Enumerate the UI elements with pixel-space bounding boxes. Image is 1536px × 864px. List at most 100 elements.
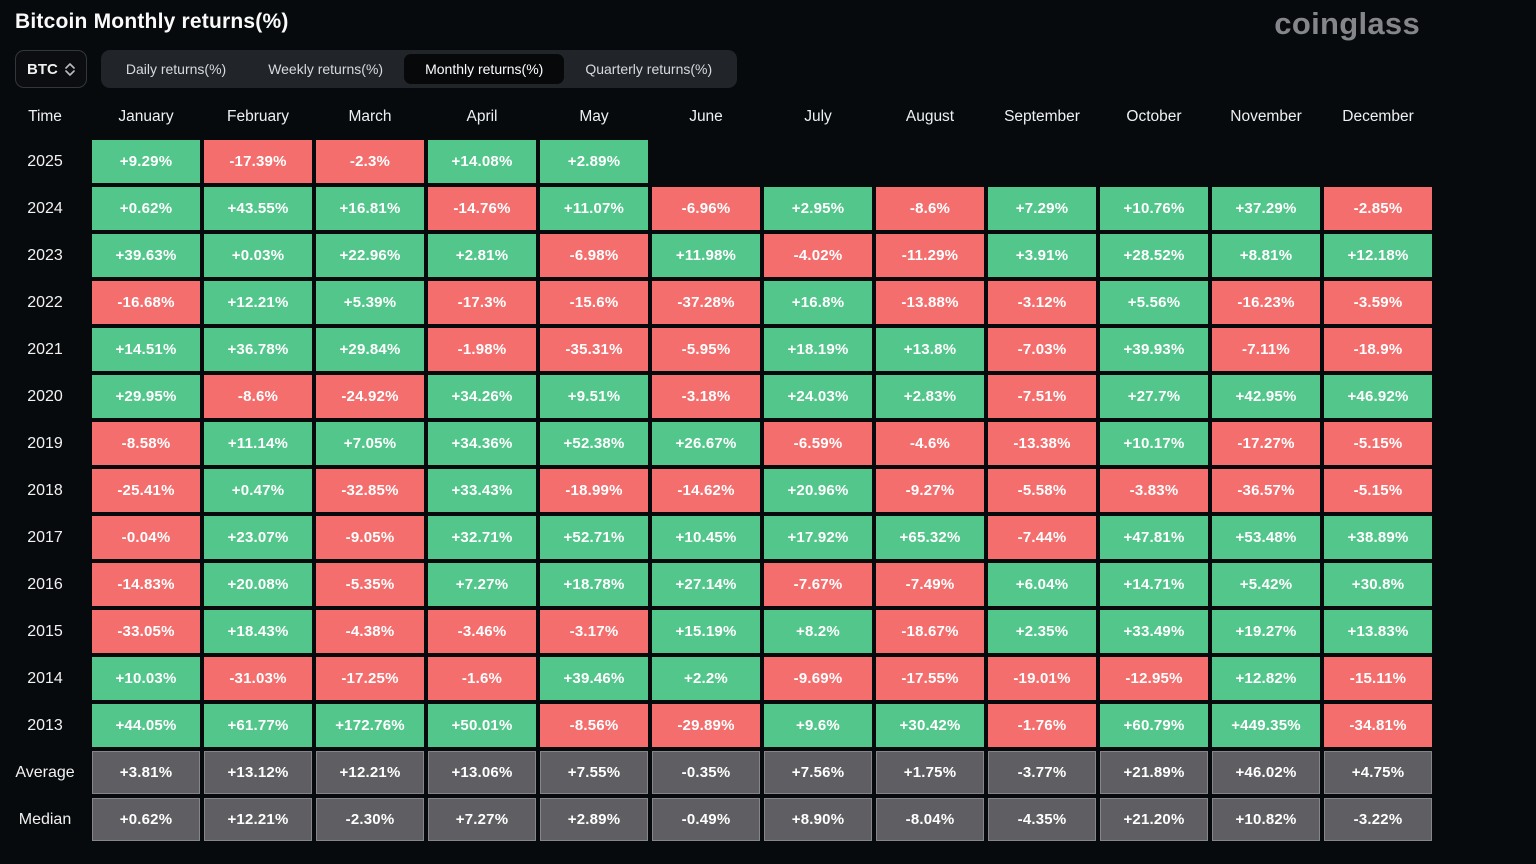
return-value: +10.17% bbox=[1100, 422, 1208, 465]
return-cell: +8.81% bbox=[1210, 232, 1322, 279]
return-value: -1.98% bbox=[428, 328, 536, 371]
return-value: +39.93% bbox=[1100, 328, 1208, 371]
return-cell: +46.92% bbox=[1322, 373, 1434, 420]
tab-monthly-returns[interactable]: Monthly returns(%) bbox=[404, 53, 565, 85]
return-value: +60.79% bbox=[1100, 704, 1208, 747]
return-cell: +65.32% bbox=[874, 514, 986, 561]
return-cell: -9.05% bbox=[314, 514, 426, 561]
return-value: +21.89% bbox=[1100, 751, 1208, 794]
return-value: +9.6% bbox=[764, 704, 872, 747]
return-value: -1.76% bbox=[988, 704, 1096, 747]
return-cell: +7.27% bbox=[426, 561, 538, 608]
return-cell: +9.29% bbox=[90, 138, 202, 185]
tab-daily-returns[interactable]: Daily returns(%) bbox=[125, 60, 227, 77]
return-cell: +27.7% bbox=[1098, 373, 1210, 420]
return-cell: +0.47% bbox=[202, 467, 314, 514]
return-value: +39.46% bbox=[540, 657, 648, 700]
return-cell: +13.12% bbox=[202, 749, 314, 796]
return-cell: +2.89% bbox=[538, 796, 650, 843]
return-cell: -18.99% bbox=[538, 467, 650, 514]
return-value: +14.71% bbox=[1100, 563, 1208, 606]
return-cell: +12.21% bbox=[314, 749, 426, 796]
top-bar: Bitcoin Monthly returns(%) coinglass bbox=[0, 0, 1536, 39]
return-cell: +12.21% bbox=[202, 796, 314, 843]
return-value: -3.17% bbox=[540, 610, 648, 653]
return-cell: -3.77% bbox=[986, 749, 1098, 796]
row-label-2021: 2021 bbox=[27, 340, 63, 358]
return-cell bbox=[762, 138, 874, 185]
return-cell: +13.83% bbox=[1322, 608, 1434, 655]
return-value: +8.90% bbox=[764, 798, 872, 841]
return-value: -5.15% bbox=[1324, 422, 1432, 465]
return-cell: -12.95% bbox=[1098, 655, 1210, 702]
tab-quarterly-returns[interactable]: Quarterly returns(%) bbox=[585, 60, 713, 77]
return-value: -5.58% bbox=[988, 469, 1096, 512]
return-cell: +16.81% bbox=[314, 185, 426, 232]
column-header-august: August bbox=[905, 107, 955, 125]
return-value: -35.31% bbox=[540, 328, 648, 371]
return-value: +7.29% bbox=[988, 187, 1096, 230]
return-value: -37.28% bbox=[652, 281, 760, 324]
return-value: +7.56% bbox=[764, 751, 872, 794]
column-header-october: October bbox=[1126, 107, 1182, 125]
return-value: -24.92% bbox=[316, 375, 424, 418]
return-cell: -17.27% bbox=[1210, 420, 1322, 467]
return-value: -13.38% bbox=[988, 422, 1096, 465]
return-value: +34.26% bbox=[428, 375, 536, 418]
return-value: +23.07% bbox=[204, 516, 312, 559]
return-cell: -7.03% bbox=[986, 326, 1098, 373]
return-value: +19.27% bbox=[1212, 610, 1320, 653]
return-cell: -7.67% bbox=[762, 561, 874, 608]
return-value: -2.3% bbox=[316, 140, 424, 183]
return-value: +7.27% bbox=[428, 563, 536, 606]
return-value: -7.44% bbox=[988, 516, 1096, 559]
return-value: -15.6% bbox=[540, 281, 648, 324]
symbol-select[interactable]: BTC bbox=[15, 50, 87, 88]
return-value: +13.83% bbox=[1324, 610, 1432, 653]
return-cell: +39.63% bbox=[90, 232, 202, 279]
return-cell: -5.58% bbox=[986, 467, 1098, 514]
return-cell: +39.46% bbox=[538, 655, 650, 702]
return-cell: -37.28% bbox=[650, 279, 762, 326]
return-value: -11.29% bbox=[876, 234, 984, 277]
return-cell: -3.59% bbox=[1322, 279, 1434, 326]
return-cell: +2.2% bbox=[650, 655, 762, 702]
return-cell: -17.39% bbox=[202, 138, 314, 185]
return-value: +5.39% bbox=[316, 281, 424, 324]
return-value: +27.14% bbox=[652, 563, 760, 606]
return-cell: +23.07% bbox=[202, 514, 314, 561]
return-cell: -16.23% bbox=[1210, 279, 1322, 326]
return-cell: +24.03% bbox=[762, 373, 874, 420]
return-value: +52.38% bbox=[540, 422, 648, 465]
return-value: +52.71% bbox=[540, 516, 648, 559]
return-cell: +18.78% bbox=[538, 561, 650, 608]
return-value: +24.03% bbox=[764, 375, 872, 418]
return-value: -17.55% bbox=[876, 657, 984, 700]
return-value: -31.03% bbox=[204, 657, 312, 700]
return-value: -7.03% bbox=[988, 328, 1096, 371]
row-label-average: Average bbox=[15, 763, 75, 781]
return-value: -3.46% bbox=[428, 610, 536, 653]
column-header-time: Time bbox=[28, 107, 62, 125]
tab-weekly-returns[interactable]: Weekly returns(%) bbox=[268, 60, 384, 77]
column-header-december: December bbox=[1342, 107, 1414, 125]
monthly-returns-table: Time January February March April May June July… bbox=[0, 95, 1536, 843]
return-cell: -16.68% bbox=[90, 279, 202, 326]
return-value: +7.05% bbox=[316, 422, 424, 465]
return-value: -32.85% bbox=[316, 469, 424, 512]
return-value: +14.08% bbox=[428, 140, 536, 183]
return-value: +0.47% bbox=[204, 469, 312, 512]
return-cell: -7.11% bbox=[1210, 326, 1322, 373]
return-cell: +10.03% bbox=[90, 655, 202, 702]
return-cell: +8.2% bbox=[762, 608, 874, 655]
updown-chevron-icon bbox=[65, 62, 75, 76]
return-cell: +34.26% bbox=[426, 373, 538, 420]
return-value: -7.67% bbox=[764, 563, 872, 606]
return-value: -7.51% bbox=[988, 375, 1096, 418]
return-cell: +52.38% bbox=[538, 420, 650, 467]
return-cell: -2.85% bbox=[1322, 185, 1434, 232]
return-cell: +16.8% bbox=[762, 279, 874, 326]
return-cell: +60.79% bbox=[1098, 702, 1210, 749]
return-value: +12.21% bbox=[204, 798, 312, 841]
return-value: +47.81% bbox=[1100, 516, 1208, 559]
